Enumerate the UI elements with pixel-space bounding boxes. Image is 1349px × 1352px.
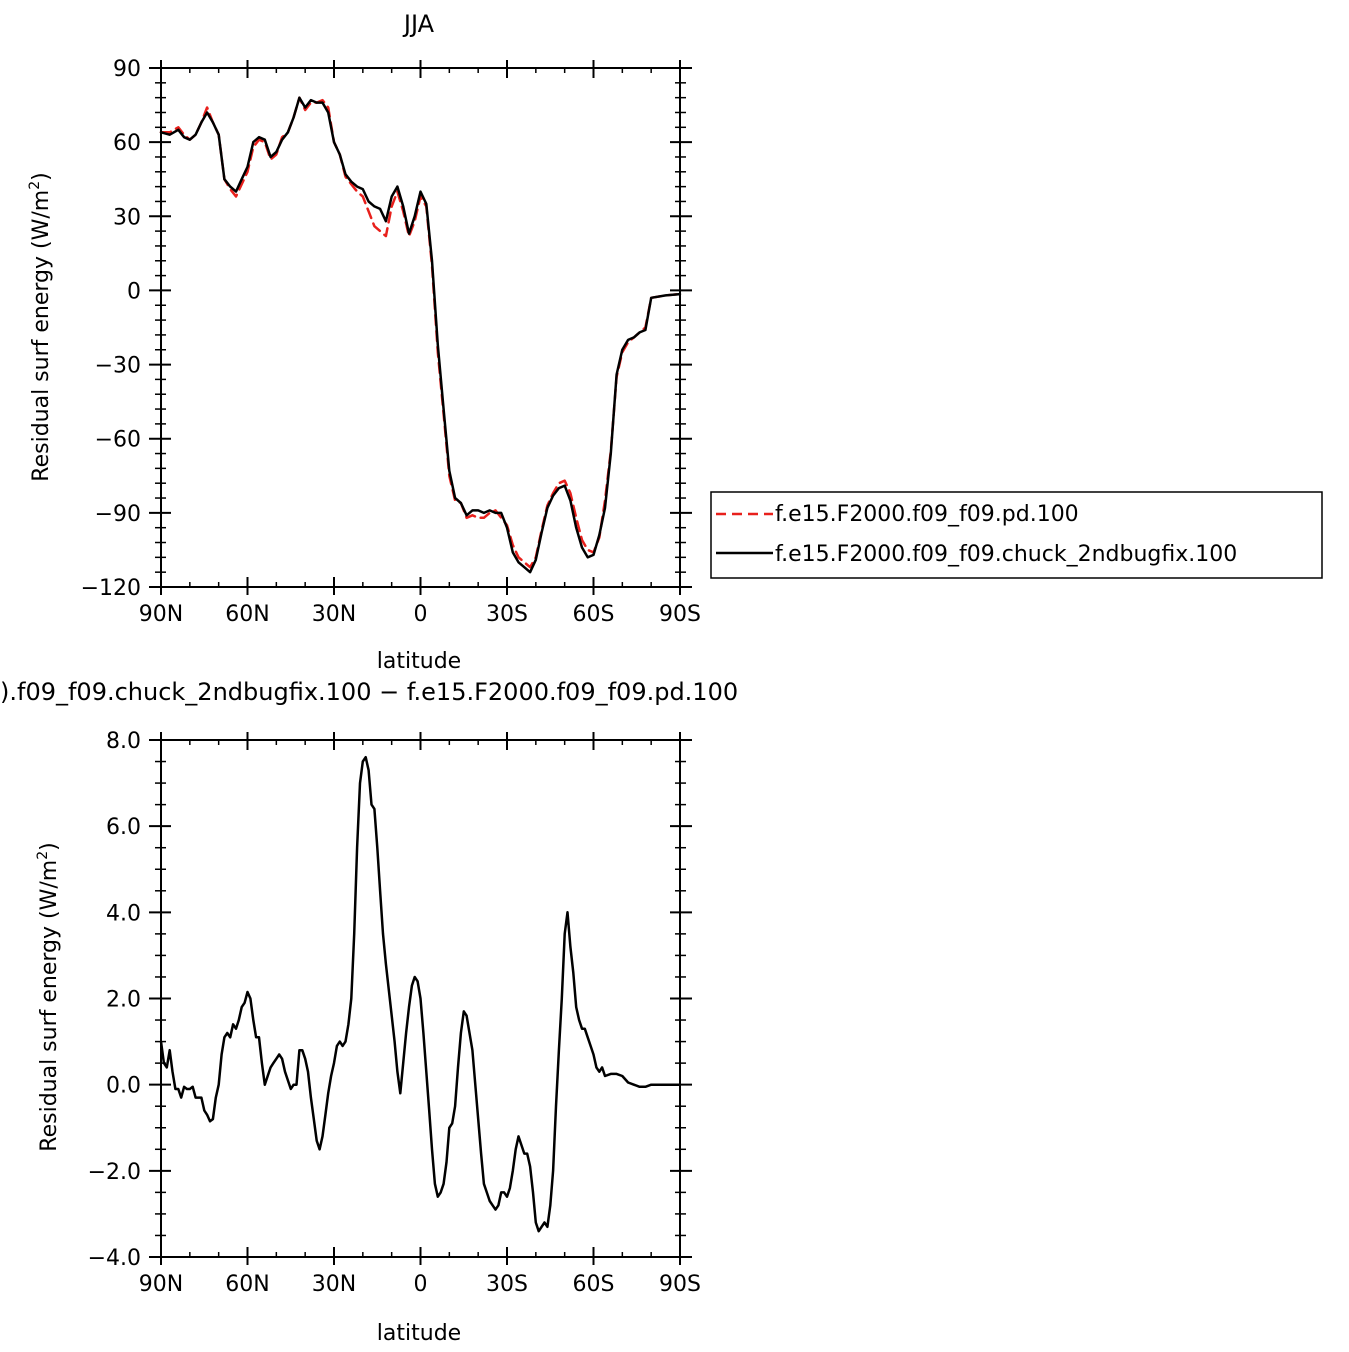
top-x-tick-label: 0 [414,602,428,627]
bottom-y-axis-title-main: Residual surf energy (W/m [37,860,62,1152]
top-plot-frame [160,67,681,588]
bottom-x-tick-label: 60S [573,1272,615,1297]
bottom-y-axis-title-sup: 2 [35,851,51,860]
top-y-tick-label: −30 [95,354,141,379]
top-y-tick-label: 30 [113,205,141,230]
top-x-tick-label: 60N [225,602,269,627]
bottom-x-tick-label: 90N [139,1272,183,1297]
top-x-tick-label: 90S [659,602,701,627]
legend: f.e15.F2000.f09_f09.pd.100 f.e15.F2000.f… [710,491,1323,579]
top-y-axis-title: Residual surf energy (W/m2) [27,172,54,481]
bottom-y-axis-title: Residual surf energy (W/m2) [35,842,62,1151]
bottom-panel: ).f09_f09.chuck_2ndbugfix.100 − f.e15.F2… [0,678,738,1346]
bottom-plot-curves [159,755,682,1233]
top-x-tick-label: 60S [573,602,615,627]
bottom-y-tick-label: 4.0 [106,901,141,926]
bottom-x-tick-label: 30N [312,1272,356,1297]
bottom-y-tick-label: −4.0 [88,1246,141,1271]
top-chart-title: JJA [402,10,435,38]
bottom-x-tick-label: 60N [225,1272,269,1297]
top-y-tick-label: 90 [113,57,141,82]
top-y-axis-title-sup: 2 [27,181,43,190]
top-panel: JJA 90N 60N 30N 0 30S 60S 90S −120 −90 −60 −30 0 30 6… [27,10,1323,674]
top-y-tick-label: 60 [113,131,141,156]
bottom-series-line-0 [159,755,682,1233]
top-series-line-1 [159,96,682,574]
top-x-tick-label: 30S [486,602,528,627]
top-y-axis-title-main: Residual surf energy (W/m [29,190,54,482]
bottom-chart-title: ).f09_f09.chuck_2ndbugfix.100 − f.e15.F2… [0,678,738,706]
bottom-y-tick-label: 0.0 [106,1074,141,1099]
bottom-y-tick-label: 6.0 [106,815,141,840]
legend-box [710,491,1323,579]
bottom-y-axis-title-end: ) [37,842,62,851]
top-x-axis-title: latitude [377,649,461,674]
legend-label-pd: f.e15.F2000.f09_f09.pd.100 [775,502,1079,527]
top-y-tick-label: −90 [95,502,141,527]
bottom-x-tick-label: 30S [486,1272,528,1297]
top-y-tick-label: −60 [95,428,141,453]
legend-label-chuck: f.e15.F2000.f09_f09.chuck_2ndbugfix.100 [775,542,1237,567]
bottom-y-tick-label: −2.0 [88,1160,141,1185]
bottom-x-tick-label: 0 [414,1272,428,1297]
top-plot-ticks: 90N 60N 30N 0 30S 60S 90S −120 −90 −60 −30 0 30 60 90 [81,57,701,627]
top-y-axis-title-end: ) [29,172,54,181]
bottom-plot-ticks: 90N 60N 30N 0 30S 60S 90S −4.0 −2.0 0.0 2.0 4.0 6.0 8… [88,729,701,1297]
top-x-tick-label: 90N [139,602,183,627]
bottom-y-tick-label: 2.0 [106,988,141,1013]
top-y-tick-label: 0 [127,279,141,304]
top-series-line-0 [159,96,682,569]
bottom-x-tick-label: 90S [659,1272,701,1297]
bottom-x-axis-title: latitude [377,1321,461,1346]
top-plot-curves [159,96,682,574]
top-y-tick-label: −120 [81,576,141,601]
top-x-tick-label: 30N [312,602,356,627]
bottom-y-tick-label: 8.0 [106,729,141,754]
